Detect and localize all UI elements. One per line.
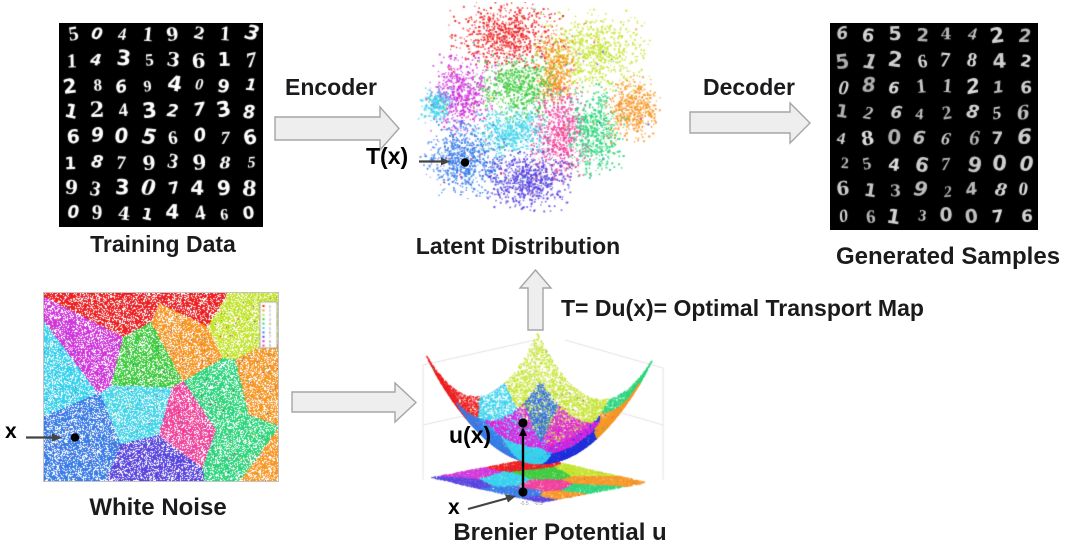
white-noise-label: White Noise: [89, 494, 227, 521]
noise-to-brenier-arrow: [291, 381, 418, 424]
brenier-potential-label: Brenier Potential u: [453, 519, 667, 546]
decoder-label: Decoder: [702, 74, 796, 100]
generated-digits-grid: [830, 23, 1038, 230]
brenier-axis-tick-1: -0.5: [520, 501, 529, 507]
latent-distribution-label: Latent Distribution: [415, 233, 621, 259]
tx-annotation: T(x): [366, 143, 409, 169]
training-data-label: Training Data: [90, 231, 236, 257]
white-noise-voronoi: [43, 292, 279, 482]
decoder-arrow: [689, 101, 811, 145]
generated-samples-label: Generated Samples: [835, 243, 1061, 270]
brenier-potential-3d-plot: [415, 330, 675, 520]
ux-annotation: u(x): [449, 422, 492, 448]
encoder-label: Encoder: [284, 74, 378, 100]
brenier-x-annotation: x: [448, 496, 460, 519]
brenier-axis-tick-2: -0.5: [534, 501, 543, 507]
noise-x-annotation: x: [5, 420, 17, 443]
transport-map-formula: T= Du(x)= Optimal Transport Map: [561, 295, 924, 321]
latent-distribution-scatter: [403, 2, 703, 237]
training-digits-grid: [59, 23, 263, 227]
brenier-to-latent-arrow: [518, 268, 553, 331]
